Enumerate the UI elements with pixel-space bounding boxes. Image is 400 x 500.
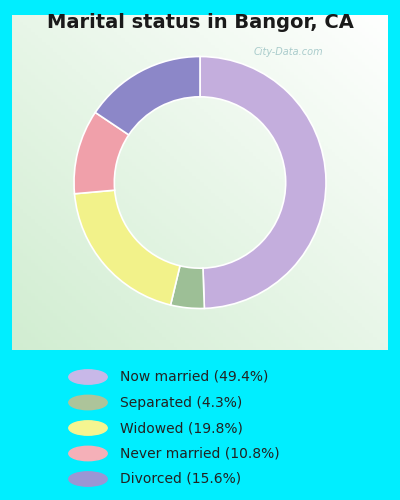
Text: Now married (49.4%): Now married (49.4%) [120, 370, 268, 384]
Circle shape [69, 421, 107, 435]
Wedge shape [74, 190, 180, 305]
Text: Divorced (15.6%): Divorced (15.6%) [120, 472, 241, 486]
Text: Marital status in Bangor, CA: Marital status in Bangor, CA [46, 12, 354, 32]
Wedge shape [74, 112, 129, 194]
Wedge shape [170, 266, 204, 308]
Circle shape [69, 446, 107, 460]
Wedge shape [95, 56, 200, 135]
Circle shape [69, 396, 107, 409]
Circle shape [69, 472, 107, 486]
Text: Widowed (19.8%): Widowed (19.8%) [120, 421, 243, 435]
Wedge shape [200, 56, 326, 308]
Text: Separated (4.3%): Separated (4.3%) [120, 396, 242, 409]
Circle shape [69, 370, 107, 384]
Text: Never married (10.8%): Never married (10.8%) [120, 446, 280, 460]
Text: City-Data.com: City-Data.com [253, 47, 323, 57]
